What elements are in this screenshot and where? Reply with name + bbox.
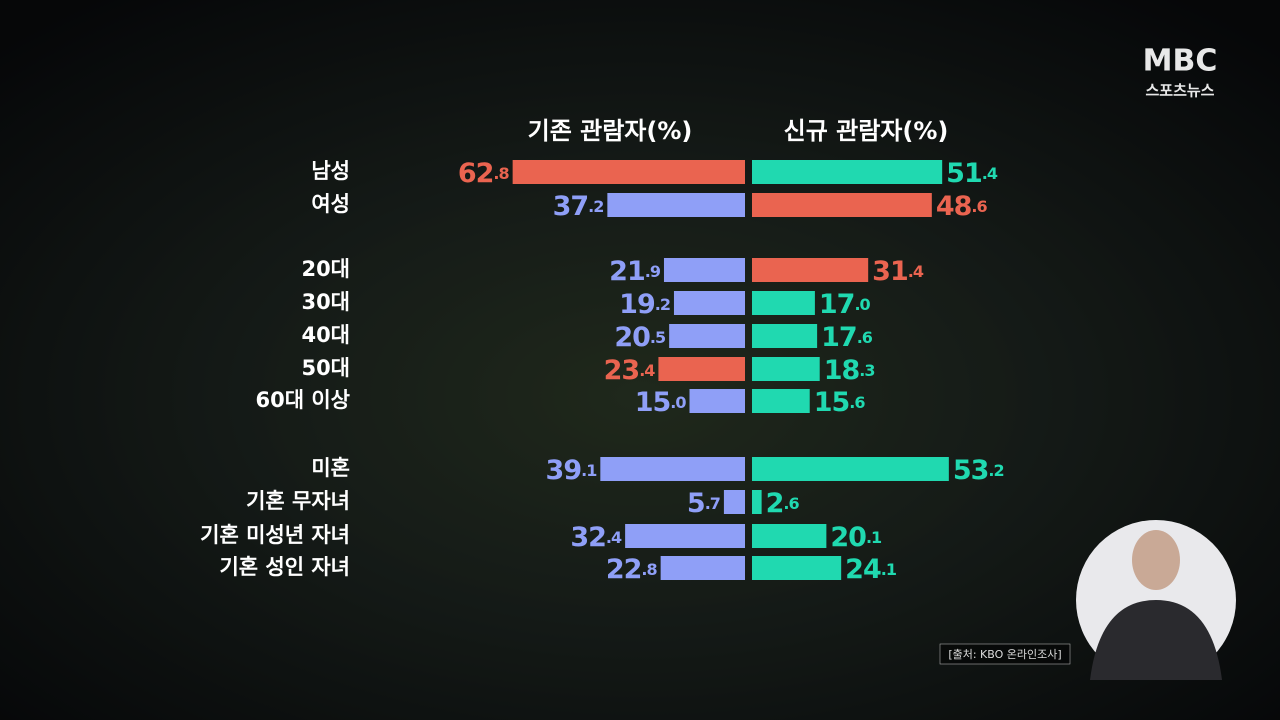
bar: [669, 324, 745, 348]
value-label: 48.6: [936, 191, 988, 222]
category-label: 30대: [301, 290, 350, 314]
value-label: 51.4: [946, 158, 998, 189]
bar: [607, 193, 745, 217]
category-label: 기혼 성인 자녀: [219, 555, 350, 579]
series-header: 신규 관람자(%): [784, 117, 949, 145]
value-label: 18.3: [824, 355, 875, 386]
bar: [663, 258, 745, 282]
value-label: 23.4: [604, 355, 656, 386]
value-label: 2.6: [766, 488, 800, 519]
logo-main: MBC: [1143, 44, 1218, 79]
value-label: 39.1: [546, 455, 598, 486]
value-label: 22.8: [606, 554, 658, 585]
bar: [673, 291, 745, 315]
bar: [752, 357, 820, 381]
bar: [752, 490, 762, 514]
category-label: 60대 이상: [256, 388, 351, 412]
bar: [752, 193, 932, 217]
bar: [752, 389, 810, 413]
value-label: 15.0: [635, 387, 687, 418]
bar: [752, 457, 949, 481]
value-label: 37.2: [553, 191, 604, 222]
bar: [723, 490, 745, 514]
category-label: 남성: [311, 159, 350, 183]
bar: [660, 556, 745, 580]
bar: [658, 357, 745, 381]
value-label: 17.0: [819, 289, 871, 320]
bar: [600, 457, 745, 481]
source-box: [939, 643, 1071, 665]
value-label: 32.4: [570, 522, 622, 553]
category-label: 20대: [301, 257, 350, 281]
bar: [752, 524, 827, 548]
value-label: 20.5: [614, 322, 666, 353]
value-label: 53.2: [953, 455, 1004, 486]
value-label: 20.1: [830, 522, 882, 553]
value-label: 19.2: [619, 289, 670, 320]
logo-sub: 스포츠뉴스: [1145, 82, 1214, 100]
category-label: 기혼 무자녀: [246, 489, 350, 513]
bar: [752, 324, 818, 348]
category-label: 여성: [311, 192, 350, 216]
value-label: 21.9: [609, 256, 661, 287]
value-label: 62.8: [458, 158, 510, 189]
bar: [752, 556, 842, 580]
category-label: 50대: [301, 356, 350, 380]
source: [출처: KBO 온라인조사]: [948, 648, 1061, 661]
bar: [752, 291, 815, 315]
bar: [752, 258, 869, 282]
category-label: 기혼 미성년 자녀: [200, 523, 350, 547]
value-label: 17.6: [821, 322, 873, 353]
value-label: 31.4: [872, 256, 924, 287]
value-label: 15.6: [814, 387, 866, 418]
bar: [625, 524, 745, 548]
category-label: 미혼: [311, 456, 350, 480]
bar: [752, 160, 943, 184]
bar: [689, 389, 745, 413]
bar: [512, 160, 745, 184]
series-header: 기존 관람자(%): [528, 117, 693, 145]
interpreter-face: [1132, 530, 1180, 590]
value-label: 24.1: [845, 554, 897, 585]
category-label: 40대: [301, 323, 350, 347]
value-label: 5.7: [687, 488, 720, 519]
interpreter-body: [1090, 600, 1222, 680]
